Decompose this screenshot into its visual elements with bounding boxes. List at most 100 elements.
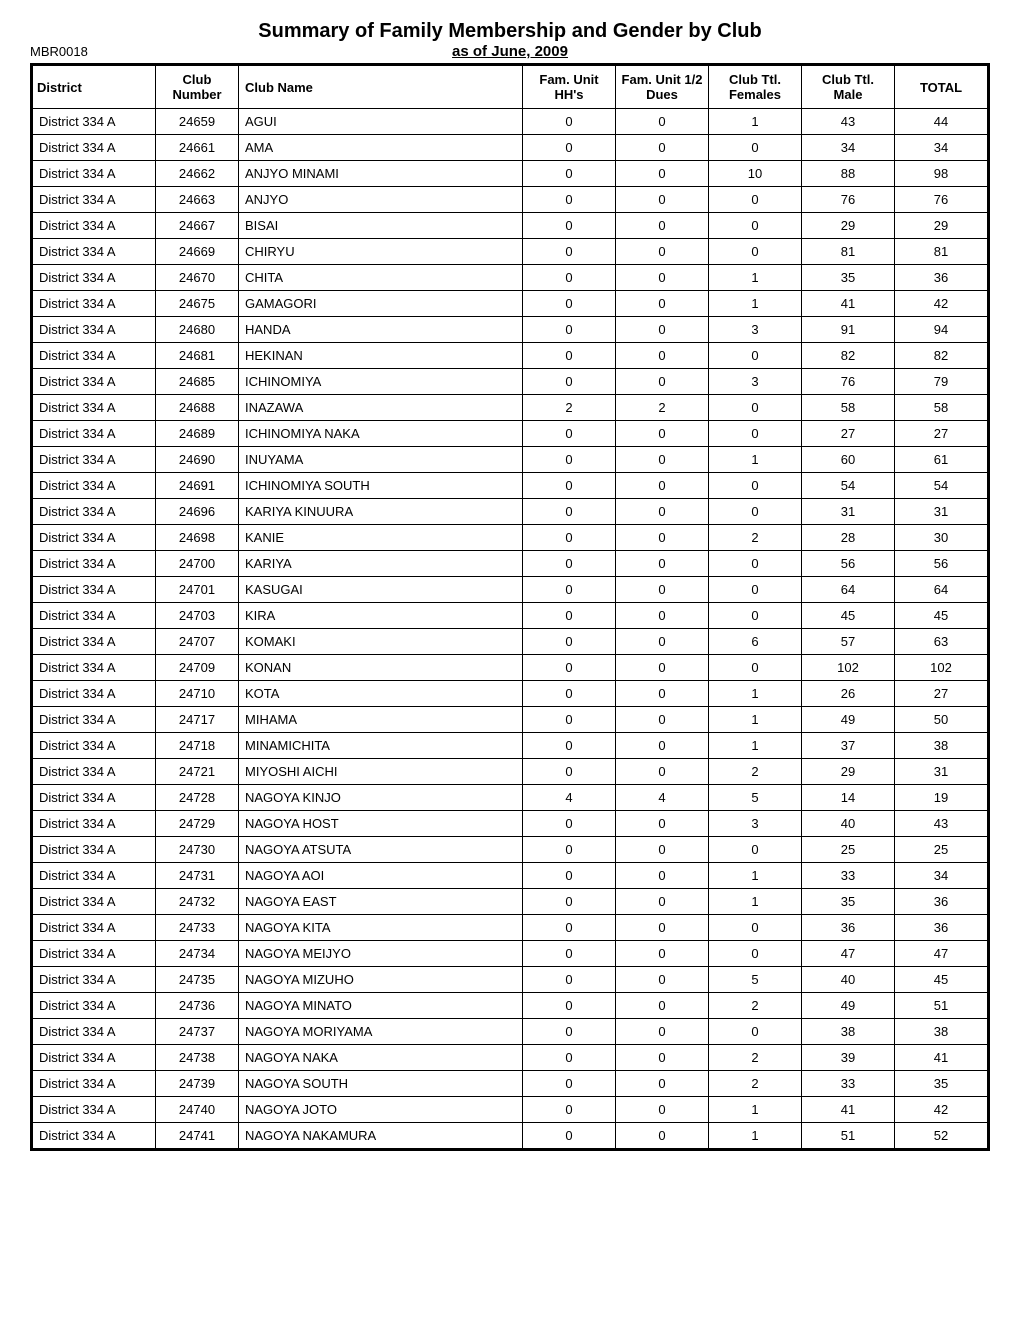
cell-females: 2 <box>709 525 802 551</box>
cell-club-name: CHIRYU <box>239 239 523 265</box>
cell-total: 36 <box>895 265 989 291</box>
cell-male: 31 <box>802 499 895 525</box>
cell-total: 27 <box>895 681 989 707</box>
cell-club-name: MIHAMA <box>239 707 523 733</box>
cell-fam-unit-hh: 0 <box>523 993 616 1019</box>
table-row: District 334 A 24661 AMA 0 0 0 34 34 <box>32 135 989 161</box>
cell-district: District 334 A <box>32 187 156 213</box>
cell-district: District 334 A <box>32 343 156 369</box>
cell-total: 31 <box>895 759 989 785</box>
cell-district: District 334 A <box>32 603 156 629</box>
cell-club-number: 24681 <box>156 343 239 369</box>
cell-club-name: NAGOYA ATSUTA <box>239 837 523 863</box>
table-row: District 334 A 24731 NAGOYA AOI 0 0 1 33… <box>32 863 989 889</box>
cell-fam-unit-hh: 0 <box>523 967 616 993</box>
cell-fam-unit-half: 0 <box>616 161 709 187</box>
cell-fam-unit-half: 0 <box>616 733 709 759</box>
cell-females: 3 <box>709 317 802 343</box>
cell-district: District 334 A <box>32 1071 156 1097</box>
header-fam-unit-half: Fam. Unit 1/2 Dues <box>616 65 709 109</box>
cell-fam-unit-half: 4 <box>616 785 709 811</box>
cell-fam-unit-hh: 0 <box>523 915 616 941</box>
cell-male: 25 <box>802 837 895 863</box>
cell-male: 37 <box>802 733 895 759</box>
cell-females: 0 <box>709 915 802 941</box>
cell-females: 2 <box>709 1045 802 1071</box>
cell-fam-unit-half: 0 <box>616 473 709 499</box>
cell-male: 38 <box>802 1019 895 1045</box>
cell-fam-unit-half: 0 <box>616 993 709 1019</box>
cell-fam-unit-hh: 0 <box>523 863 616 889</box>
cell-club-name: KOTA <box>239 681 523 707</box>
cell-district: District 334 A <box>32 291 156 317</box>
cell-total: 36 <box>895 915 989 941</box>
cell-fam-unit-hh: 0 <box>523 291 616 317</box>
cell-club-number: 24670 <box>156 265 239 291</box>
table-row: District 334 A 24729 NAGOYA HOST 0 0 3 4… <box>32 811 989 837</box>
cell-total: 63 <box>895 629 989 655</box>
cell-females: 5 <box>709 967 802 993</box>
cell-male: 34 <box>802 135 895 161</box>
table-row: District 334 A 24737 NAGOYA MORIYAMA 0 0… <box>32 1019 989 1045</box>
cell-district: District 334 A <box>32 863 156 889</box>
cell-total: 76 <box>895 187 989 213</box>
cell-club-name: NAGOYA NAKA <box>239 1045 523 1071</box>
cell-club-name: KARIYA KINUURA <box>239 499 523 525</box>
header-total: TOTAL <box>895 65 989 109</box>
cell-district: District 334 A <box>32 577 156 603</box>
cell-club-number: 24675 <box>156 291 239 317</box>
cell-total: 27 <box>895 421 989 447</box>
cell-fam-unit-hh: 0 <box>523 447 616 473</box>
cell-total: 35 <box>895 1071 989 1097</box>
table-row: District 334 A 24659 AGUI 0 0 1 43 44 <box>32 109 989 135</box>
cell-total: 42 <box>895 291 989 317</box>
cell-male: 91 <box>802 317 895 343</box>
cell-district: District 334 A <box>32 135 156 161</box>
header-fam-unit-hh: Fam. Unit HH's <box>523 65 616 109</box>
cell-club-name: ICHINOMIYA <box>239 369 523 395</box>
cell-females: 1 <box>709 707 802 733</box>
cell-total: 44 <box>895 109 989 135</box>
cell-club-name: AGUI <box>239 109 523 135</box>
table-row: District 334 A 24691 ICHINOMIYA SOUTH 0 … <box>32 473 989 499</box>
table-row: District 334 A 24675 GAMAGORI 0 0 1 41 4… <box>32 291 989 317</box>
cell-females: 0 <box>709 655 802 681</box>
cell-total: 58 <box>895 395 989 421</box>
cell-fam-unit-half: 0 <box>616 447 709 473</box>
cell-male: 49 <box>802 707 895 733</box>
cell-club-name: NAGOYA KITA <box>239 915 523 941</box>
cell-district: District 334 A <box>32 265 156 291</box>
cell-male: 43 <box>802 109 895 135</box>
cell-district: District 334 A <box>32 785 156 811</box>
cell-club-number: 24689 <box>156 421 239 447</box>
cell-fam-unit-hh: 0 <box>523 187 616 213</box>
cell-females: 1 <box>709 1123 802 1150</box>
cell-club-number: 24669 <box>156 239 239 265</box>
cell-total: 31 <box>895 499 989 525</box>
cell-male: 76 <box>802 369 895 395</box>
cell-fam-unit-half: 0 <box>616 291 709 317</box>
cell-club-name: MIYOSHI AICHI <box>239 759 523 785</box>
table-row: District 334 A 24703 KIRA 0 0 0 45 45 <box>32 603 989 629</box>
cell-fam-unit-hh: 0 <box>523 941 616 967</box>
cell-club-number: 24703 <box>156 603 239 629</box>
cell-district: District 334 A <box>32 629 156 655</box>
cell-club-name: KONAN <box>239 655 523 681</box>
cell-district: District 334 A <box>32 239 156 265</box>
cell-females: 1 <box>709 863 802 889</box>
cell-club-name: ANJYO <box>239 187 523 213</box>
cell-females: 1 <box>709 733 802 759</box>
cell-fam-unit-hh: 0 <box>523 551 616 577</box>
cell-club-number: 24732 <box>156 889 239 915</box>
table-row: District 334 A 24738 NAGOYA NAKA 0 0 2 3… <box>32 1045 989 1071</box>
cell-club-name: INAZAWA <box>239 395 523 421</box>
cell-club-name: NAGOYA SOUTH <box>239 1071 523 1097</box>
cell-district: District 334 A <box>32 317 156 343</box>
table-row: District 334 A 24690 INUYAMA 0 0 1 60 61 <box>32 447 989 473</box>
table-row: District 334 A 24680 HANDA 0 0 3 91 94 <box>32 317 989 343</box>
cell-females: 1 <box>709 447 802 473</box>
header-club-ttl-male: Club Ttl. Male <box>802 65 895 109</box>
table-row: District 334 A 24740 NAGOYA JOTO 0 0 1 4… <box>32 1097 989 1123</box>
cell-club-number: 24696 <box>156 499 239 525</box>
cell-male: 40 <box>802 967 895 993</box>
